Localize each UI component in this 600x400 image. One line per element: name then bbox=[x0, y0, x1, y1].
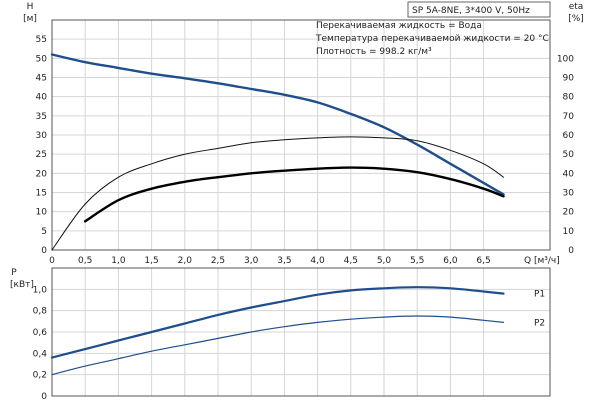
x-tick-label: 1,0 bbox=[111, 256, 126, 266]
right-y-tick-label: 10 bbox=[563, 227, 575, 237]
power-tick-label: 0,2 bbox=[33, 371, 47, 381]
left-y-tick-label: 40 bbox=[36, 93, 48, 103]
info-line-liquid: Перекачиваемая жидкость = Вода bbox=[316, 21, 482, 31]
head-curve bbox=[50, 53, 505, 196]
x-tick-label: 4,0 bbox=[310, 256, 325, 266]
top-panel-grid bbox=[51, 20, 550, 251]
chart-title: SP 5A-8NE, 3*400 V, 50Hz bbox=[412, 6, 530, 16]
x-tick-label: 6,5 bbox=[476, 256, 490, 266]
x-tick-label: 0 bbox=[49, 256, 55, 266]
left-axis-title: H bbox=[27, 2, 34, 12]
right-y-tick-label: 20 bbox=[563, 208, 575, 218]
left-axis-unit: [м] bbox=[23, 14, 37, 24]
info-line-temperature: Температура перекачиваемой жидкости = 20… bbox=[315, 34, 549, 44]
power-curve-p1 bbox=[50, 286, 505, 359]
right-y-tick-label: 90 bbox=[563, 74, 575, 84]
x-tick-label: 2,5 bbox=[211, 256, 225, 266]
left-y-tick-label: 10 bbox=[36, 208, 48, 218]
series-label-p2: P2 bbox=[534, 318, 545, 328]
right-y-tick-label: 70 bbox=[563, 112, 575, 122]
top-panel-curves bbox=[50, 53, 505, 251]
right-y-tick-label: 40 bbox=[563, 169, 575, 179]
right-y-tick-label: 60 bbox=[563, 131, 575, 141]
power-tick-label: 0,4 bbox=[33, 349, 48, 359]
right-axis-unit: [%] bbox=[568, 14, 584, 24]
x-tick-label: 1,5 bbox=[144, 256, 158, 266]
efficiency-curve bbox=[51, 136, 504, 251]
x-tick-label: 3,0 bbox=[244, 256, 259, 266]
right-y-tick-label: 80 bbox=[563, 93, 575, 103]
right-y-tick-label: 0 bbox=[568, 246, 574, 256]
info-line-density: Плотность = 998.2 кг/м³ bbox=[316, 47, 432, 57]
right-y-tick-label: 100 bbox=[557, 54, 574, 64]
power-axis-unit: [кВт] bbox=[10, 280, 34, 290]
power-tick-label: 0 bbox=[41, 392, 47, 400]
power-tick-label: 0,8 bbox=[33, 307, 48, 317]
bottom-panel-frame bbox=[51, 267, 551, 397]
left-y-tick-label: 50 bbox=[36, 54, 48, 64]
power-curve-p2 bbox=[51, 315, 505, 376]
total-efficiency-curve bbox=[84, 166, 505, 223]
bottom-panel-curves bbox=[50, 286, 505, 376]
x-tick-label: 3,5 bbox=[277, 256, 291, 266]
x-axis-title: Q [м³/ч] bbox=[524, 256, 560, 266]
top-panel-frame bbox=[51, 19, 551, 251]
left-y-tick-label: 30 bbox=[36, 131, 48, 141]
power-tick-label: 0,6 bbox=[33, 328, 48, 338]
power-axis-title: P bbox=[11, 268, 17, 278]
left-y-tick-label: 5 bbox=[41, 227, 47, 237]
bottom-panel-tick-labels: 0 0,2 0,4 0,6 0,8 1,0 bbox=[33, 285, 48, 400]
x-tick-label: 5,5 bbox=[410, 256, 424, 266]
model-label-box bbox=[407, 1, 551, 18]
left-y-tick-label: 15 bbox=[36, 189, 47, 199]
left-y-tick-label: 20 bbox=[36, 169, 48, 179]
right-y-tick-label: 30 bbox=[563, 189, 575, 199]
right-axis-title: eta bbox=[569, 2, 584, 12]
x-tick-label: 0,5 bbox=[78, 256, 92, 266]
left-y-tick-label: 25 bbox=[36, 150, 47, 160]
series-labels: P1 P2 bbox=[534, 290, 545, 329]
x-tick-label: 6,0 bbox=[443, 256, 458, 266]
x-tick-label: 4,5 bbox=[344, 256, 358, 266]
x-tick-labels: 0 0,5 1,0 1,5 2,0 2,5 3,0 3,5 4,0 4,5 5,0 5,5 6,0 6,5 bbox=[49, 256, 491, 266]
power-tick-label: 1,0 bbox=[33, 285, 48, 295]
x-tick-label: 5,0 bbox=[377, 256, 392, 266]
left-y-tick-label: 35 bbox=[36, 112, 47, 122]
series-label-p1: P1 bbox=[534, 290, 545, 300]
x-tick-label: 2,0 bbox=[178, 256, 193, 266]
top-panel-tick-labels: 0 5 10 15 20 25 30 35 40 45 50 55 0 10 20 30 40 50 60 70 80 9… bbox=[36, 35, 575, 256]
left-y-tick-label: 55 bbox=[36, 35, 47, 45]
left-y-tick-label: 45 bbox=[36, 74, 47, 84]
right-y-tick-label: 50 bbox=[563, 150, 575, 160]
left-y-tick-label: 0 bbox=[41, 246, 47, 256]
